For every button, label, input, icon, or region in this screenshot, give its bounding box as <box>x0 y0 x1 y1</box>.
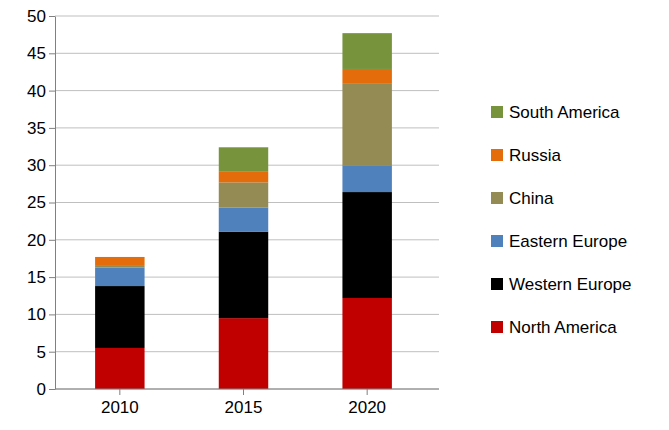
y-axis: 0 5 10 15 20 25 30 35 40 45 50 <box>27 7 55 399</box>
bar-segment <box>342 192 391 298</box>
tick: 25 <box>27 193 55 212</box>
tick-mark <box>49 128 55 129</box>
tick: 15 <box>27 268 55 287</box>
legend-swatch <box>491 278 503 290</box>
legend-label: South America <box>509 103 620 122</box>
bar-segment <box>342 165 391 192</box>
tick: 10 <box>27 305 55 324</box>
tick-label: 30 <box>27 156 46 175</box>
legend: South America Russia China Eastern Europe We… <box>491 103 632 337</box>
bar-segment <box>95 266 144 267</box>
tick-mark <box>49 314 55 315</box>
tick: 2015 <box>225 389 263 417</box>
tick: 2010 <box>101 389 139 417</box>
tick-label: 5 <box>37 343 46 362</box>
tick: 2020 <box>348 389 386 417</box>
bar-segment <box>342 83 391 165</box>
tick-label: 35 <box>27 119 46 138</box>
grid-line <box>55 16 439 17</box>
tick-mark <box>243 389 244 395</box>
tick-mark <box>49 203 55 204</box>
tick-label: 20 <box>27 231 46 250</box>
tick-label: 15 <box>27 268 46 287</box>
legend-label: Western Europe <box>509 275 632 294</box>
legend-swatch <box>491 235 503 247</box>
tick-label: 2020 <box>348 398 386 417</box>
tick-mark <box>49 91 55 92</box>
bar-segment <box>95 256 144 257</box>
bar-segment <box>342 69 391 83</box>
bars <box>95 33 392 389</box>
legend-swatch <box>491 321 503 333</box>
tick: 35 <box>27 119 55 138</box>
grid <box>55 16 439 389</box>
legend-swatch <box>491 192 503 204</box>
grid-line <box>55 389 439 390</box>
bar-segment <box>219 182 268 207</box>
bar-segment <box>95 267 144 286</box>
tick-mark <box>49 16 55 17</box>
tick-mark <box>49 389 55 390</box>
tick-mark <box>367 389 368 395</box>
tick: 0 <box>37 380 55 399</box>
x-axis: 2010 2015 2020 <box>55 389 439 417</box>
chart: 0 5 10 15 20 25 30 35 40 45 50 2010 2015 2020 South Am… <box>0 0 669 430</box>
bar-segment <box>219 318 268 389</box>
tick: 45 <box>27 44 55 63</box>
tick-label: 2010 <box>101 398 139 417</box>
tick-mark <box>49 240 55 241</box>
legend-swatch <box>491 106 503 118</box>
tick-mark <box>49 53 55 54</box>
tick-label: 0 <box>37 380 46 399</box>
tick: 5 <box>37 343 55 362</box>
bar-segment <box>219 232 268 319</box>
bar-segment <box>219 208 268 232</box>
tick: 30 <box>27 156 55 175</box>
tick: 20 <box>27 231 55 250</box>
tick: 40 <box>27 82 55 101</box>
tick-label: 10 <box>27 305 46 324</box>
tick: 50 <box>27 7 55 26</box>
bar-segment <box>95 286 144 348</box>
bar-segment <box>95 257 144 266</box>
tick-label: 2015 <box>225 398 263 417</box>
bar-segment <box>342 33 391 69</box>
bar-segment <box>219 147 268 171</box>
legend-label: Russia <box>509 146 562 165</box>
legend-swatch <box>491 149 503 161</box>
bar-segment <box>342 298 391 389</box>
tick-label: 25 <box>27 193 46 212</box>
bar-segment <box>219 171 268 182</box>
bar-segment <box>95 348 144 389</box>
legend-label: Eastern Europe <box>509 232 627 251</box>
tick-label: 50 <box>27 7 46 26</box>
tick-mark <box>119 389 120 395</box>
axis-line <box>55 17 56 390</box>
legend-label: North America <box>509 318 617 337</box>
tick-label: 45 <box>27 44 46 63</box>
tick-mark <box>49 277 55 278</box>
tick-label: 40 <box>27 82 46 101</box>
legend-label: China <box>509 189 554 208</box>
tick-mark <box>49 352 55 353</box>
tick-mark <box>49 165 55 166</box>
axis-line <box>55 389 439 390</box>
